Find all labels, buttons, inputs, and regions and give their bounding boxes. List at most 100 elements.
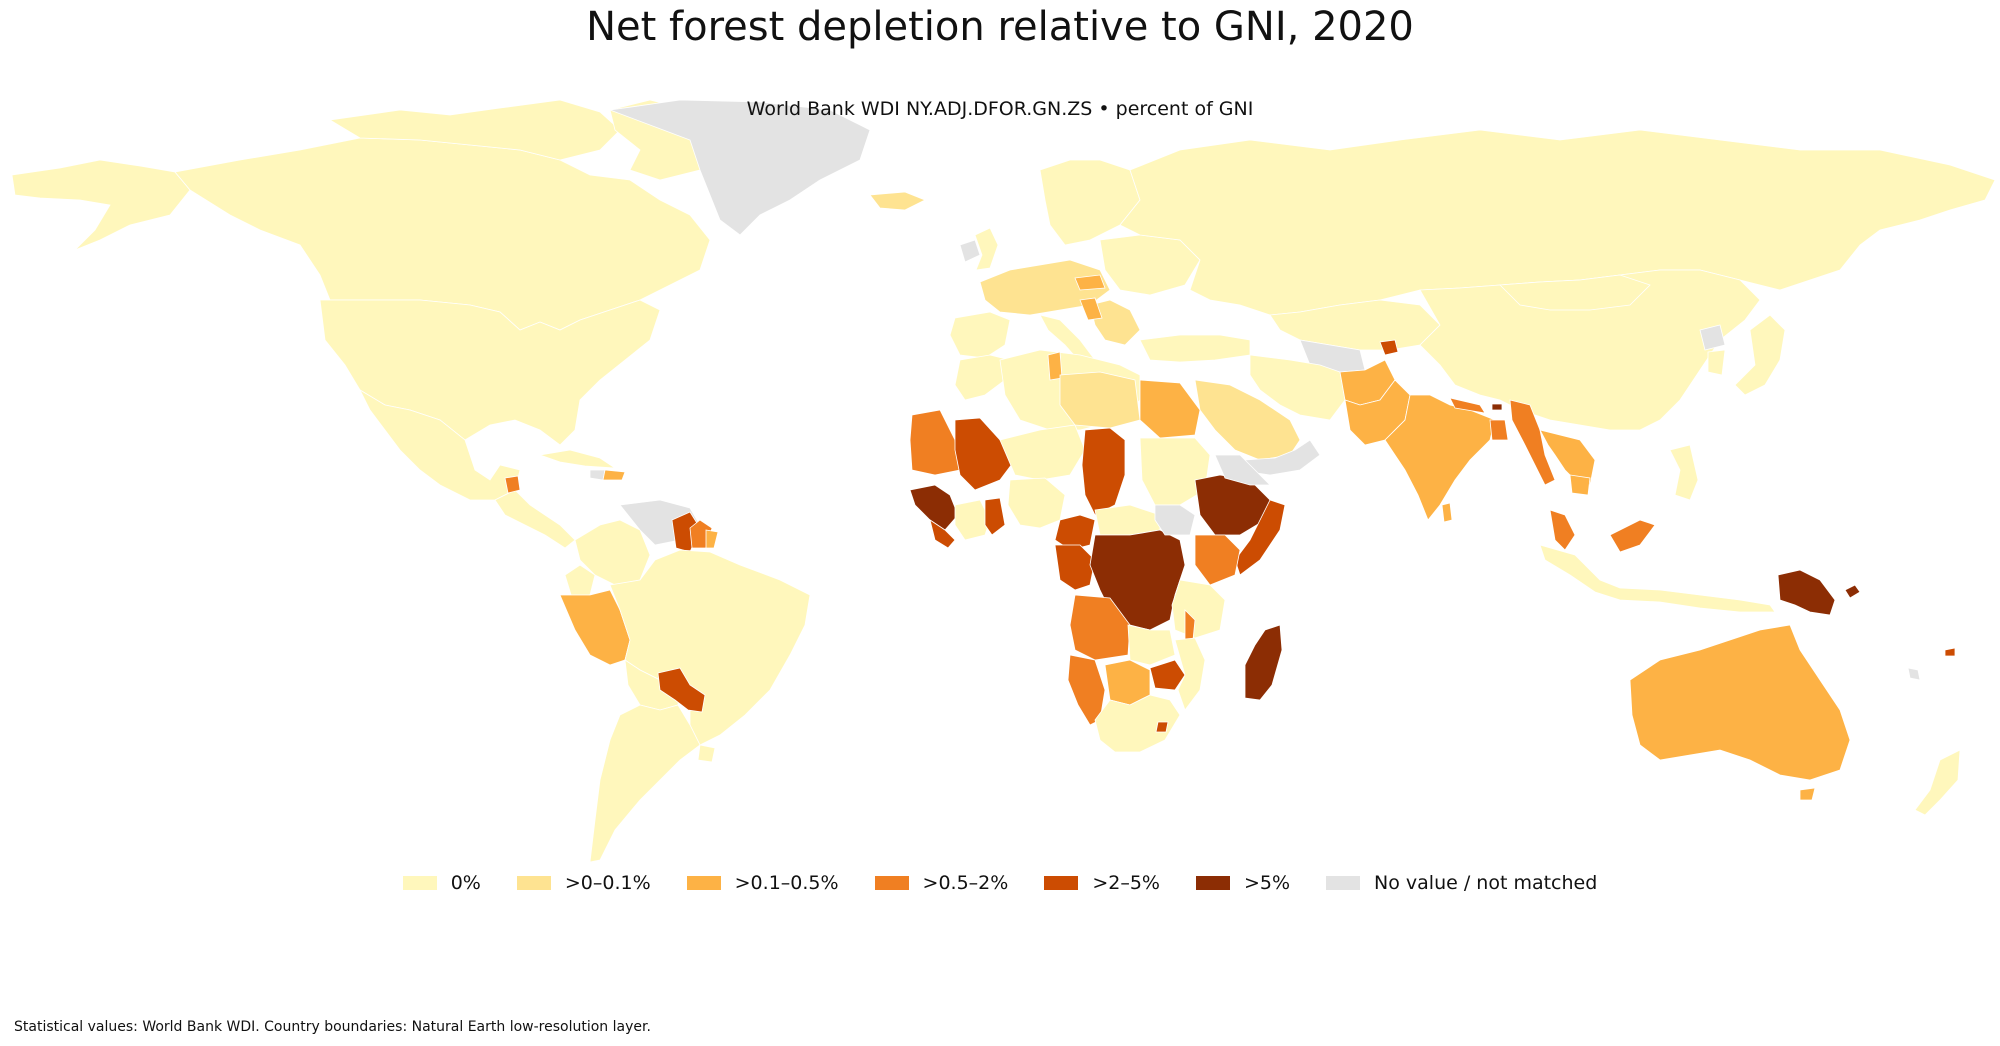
country-zimbabwe	[1149, 659, 1186, 691]
country-chad	[1081, 427, 1126, 516]
western-europe	[979, 259, 1111, 316]
legend-item-6: No value / not matched	[1326, 872, 1597, 894]
legend-swatch-4	[1044, 876, 1079, 890]
balkans	[1089, 299, 1141, 346]
country-paraguay	[657, 667, 706, 713]
country-sierra-leone-liberia	[929, 519, 956, 549]
legend-swatch-2	[686, 876, 721, 890]
country-tanzania	[1171, 579, 1226, 639]
legend-item-4: >2–5%	[1044, 872, 1160, 894]
country-sri-lanka	[1441, 502, 1453, 523]
country-papua-new-guinea	[1777, 569, 1836, 616]
arctic-islands	[328, 99, 621, 161]
country-colombia	[574, 519, 651, 586]
country-senegal-guinea	[909, 484, 959, 531]
legend-swatch-3	[874, 876, 909, 890]
country-north-korea	[1699, 324, 1726, 351]
legend-swatch-5	[1195, 876, 1230, 890]
legend-label-3: >0.5–2%	[922, 872, 1009, 894]
country-new-zealand	[1914, 749, 1961, 816]
country-gabon-congo	[1054, 544, 1096, 591]
legend: 0% >0–0.1% >0.1–0.5% >0.5–2% >2–5% >5% N…	[0, 872, 2000, 894]
country-uruguay	[697, 744, 716, 763]
source-footer: Statistical values: World Bank WDI. Coun…	[14, 1019, 651, 1035]
country-cambodia	[1569, 474, 1591, 496]
new-caledonia	[1907, 667, 1921, 681]
country-french-guiana	[705, 529, 719, 549]
iberia	[949, 311, 1011, 359]
country-sudan	[1139, 437, 1211, 506]
land-areas	[11, 99, 1996, 863]
country-mozambique	[1174, 637, 1206, 711]
legend-label-2: >0.1–0.5%	[734, 872, 839, 894]
country-somalia	[1234, 499, 1286, 576]
country-cuba	[539, 449, 617, 469]
central-america	[494, 489, 576, 549]
country-bhutan	[1491, 403, 1503, 411]
legend-item-1: >0–0.1%	[516, 872, 651, 894]
country-iran	[1249, 354, 1346, 421]
country-kenya	[1194, 534, 1241, 586]
fiji-islands	[1944, 647, 1956, 657]
legend-item-5: >5%	[1195, 872, 1291, 894]
country-mauritania-mali	[909, 409, 961, 476]
legend-label-1: >0–0.1%	[564, 872, 651, 894]
legend-item-0: 0%	[402, 872, 481, 894]
country-cote-divoire	[954, 499, 991, 541]
country-india	[1384, 394, 1496, 521]
country-malaysia	[1549, 509, 1576, 551]
country-philippines	[1669, 444, 1699, 501]
country-zambia	[1127, 624, 1176, 666]
scandinavia	[1039, 159, 1141, 246]
country-japan	[1734, 314, 1786, 396]
country-south-korea	[1707, 349, 1726, 376]
country-eswatini	[1155, 721, 1169, 733]
country-niger	[999, 424, 1086, 481]
country-alaska	[11, 159, 191, 251]
country-iceland	[869, 191, 926, 211]
country-tasmania	[1799, 787, 1816, 801]
country-morocco	[954, 354, 1011, 401]
country-ireland	[959, 239, 981, 263]
country-djibouti-eritrea	[1214, 454, 1271, 486]
country-mongolia	[1499, 274, 1651, 311]
country-myanmar	[1509, 399, 1556, 486]
country-nigeria	[1007, 477, 1066, 529]
country-borneo-malaysia	[1609, 519, 1656, 553]
legend-item-2: >0.1–0.5%	[686, 872, 839, 894]
legend-swatch-6	[1326, 876, 1361, 890]
country-mali	[954, 417, 1016, 491]
country-nepal	[1449, 397, 1486, 414]
map-subtitle: World Bank WDI NY.ADJ.DFOR.GN.ZS • perce…	[746, 98, 1254, 120]
country-slovakia	[1074, 274, 1106, 291]
country-bangladesh	[1489, 419, 1509, 441]
country-south-sudan	[1154, 504, 1196, 536]
country-haiti	[589, 469, 606, 481]
legend-label-0: 0%	[450, 872, 481, 894]
country-car	[1094, 504, 1161, 536]
legend-swatch-0	[402, 876, 437, 890]
country-canada	[174, 137, 711, 331]
country-greenland	[609, 99, 871, 236]
country-guatemala	[504, 475, 521, 494]
country-usa	[319, 299, 661, 446]
country-egypt	[1139, 379, 1201, 439]
legend-label-5: >5%	[1243, 872, 1291, 894]
country-solomon	[1844, 584, 1861, 599]
country-australia	[1629, 624, 1851, 781]
country-indonesia	[1539, 544, 1776, 613]
country-turkey	[1139, 334, 1251, 363]
country-south-africa	[1094, 694, 1181, 753]
country-croatia	[1079, 297, 1103, 321]
country-madagascar	[1244, 624, 1283, 701]
legend-swatch-1	[516, 876, 551, 890]
country-ecuador	[564, 564, 596, 599]
country-tajikistan	[1379, 339, 1399, 356]
country-argentina-chile	[589, 704, 701, 863]
legend-label-6: No value / not matched	[1374, 872, 1598, 894]
map-title: Net forest depletion relative to GNI, 20…	[586, 4, 1414, 50]
legend-item-3: >0.5–2%	[874, 872, 1009, 894]
country-namibia	[1067, 654, 1106, 726]
country-uk	[974, 227, 999, 271]
